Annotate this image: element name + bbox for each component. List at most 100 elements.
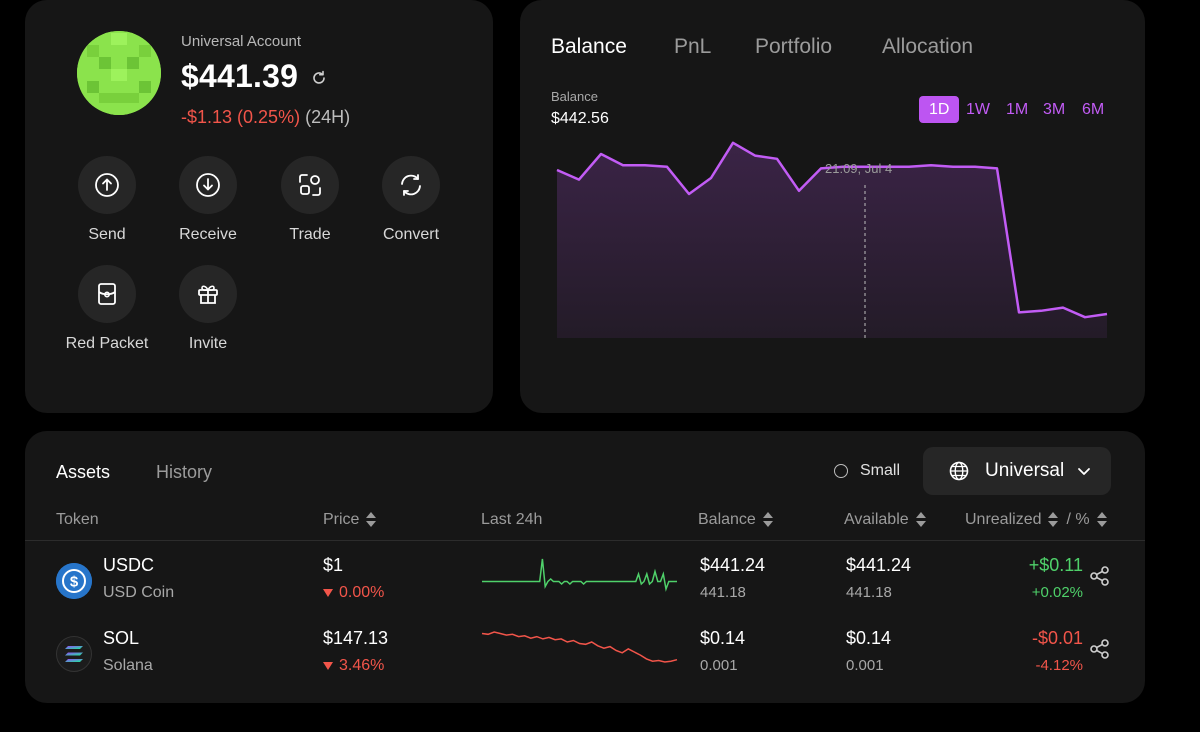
sparkline-chart xyxy=(481,631,678,663)
trade-label: Trade xyxy=(289,226,331,243)
convert-circle[interactable] xyxy=(382,156,440,214)
chart-balance-label: Balance xyxy=(551,89,598,104)
token-unrealized-pct: -4.12% xyxy=(1035,657,1083,674)
range-6m-button[interactable]: 6M xyxy=(1082,101,1105,118)
small-label: Small xyxy=(860,462,901,479)
range-1w-button[interactable]: 1W xyxy=(966,101,990,118)
tab-allocation[interactable]: Allocation xyxy=(882,35,974,58)
trade-button[interactable]: Trade xyxy=(260,156,360,244)
share-icon[interactable] xyxy=(1089,565,1111,587)
col-header-unrealized[interactable]: Unrealized / % xyxy=(965,511,1107,529)
small-radio-icon[interactable] xyxy=(834,464,848,478)
account-change-value: -$1.13 (0.25%) xyxy=(181,107,301,127)
range-3m-button[interactable]: 3M xyxy=(1043,101,1066,118)
token-price-change: 0.00% xyxy=(323,584,384,602)
usdc-logo-icon: $ xyxy=(56,563,92,599)
account-card: Universal Account $441.39 -$1.13 (0.25%)… xyxy=(25,0,493,413)
chart-balance-value: $442.56 xyxy=(551,110,609,127)
sparkline-path xyxy=(482,558,677,592)
invite-circle[interactable] xyxy=(179,265,237,323)
token-available: $0.14 xyxy=(846,628,892,648)
balance-area-chart[interactable] xyxy=(520,0,1145,413)
token-price: $1 xyxy=(323,555,344,575)
balance-chart-card: Balance PnL Portfolio Allocation Balance… xyxy=(520,0,1145,413)
trade-circle[interactable] xyxy=(281,156,339,214)
convert-label: Convert xyxy=(382,226,440,243)
invite-button[interactable]: Invite xyxy=(158,265,258,353)
col-header-balance[interactable]: Balance xyxy=(698,511,773,529)
send-label: Send xyxy=(88,226,126,243)
tab-balance[interactable]: Balance xyxy=(551,35,627,58)
col-last24h-label: Last 24h xyxy=(481,511,543,528)
token-unrealized: -$0.01 xyxy=(1031,628,1083,648)
col-header-available[interactable]: Available xyxy=(844,511,926,529)
red-packet-button[interactable]: Red Packet xyxy=(57,265,157,353)
red-packet-icon xyxy=(98,283,116,305)
account-selector-dropdown[interactable]: Universal xyxy=(923,447,1111,495)
range-1d-button[interactable]: 1D xyxy=(919,96,960,123)
token-available-amount: 441.18 xyxy=(846,584,892,601)
avatar xyxy=(77,31,161,115)
universal-label: Universal xyxy=(985,460,1065,481)
chevron-down-icon xyxy=(1078,468,1091,475)
svg-text:$: $ xyxy=(70,574,79,591)
receive-button[interactable]: Receive xyxy=(158,156,258,244)
trade-icon xyxy=(299,174,321,196)
account-label: Universal Account xyxy=(181,33,302,50)
receive-label: Receive xyxy=(179,226,237,243)
token-balance-amount: 441.18 xyxy=(700,584,746,601)
account-total-balance: $441.39 xyxy=(181,58,299,94)
token-available: $441.24 xyxy=(846,555,912,575)
token-symbol: SOL xyxy=(103,628,140,648)
globe-icon xyxy=(949,461,969,481)
col-balance-label: Balance xyxy=(698,511,756,528)
token-balance: $0.14 xyxy=(700,628,746,648)
price-change-value: 3.46% xyxy=(339,657,385,674)
sparkline-chart xyxy=(482,558,677,592)
assets-card: Assets History Small Universal Token Pri… xyxy=(25,431,1145,703)
table-row[interactable]: SOL Solana $147.13 3.46% $0.14 0.001 $0.… xyxy=(25,626,1145,696)
sort-icon[interactable] xyxy=(762,512,773,528)
tab-portfolio[interactable]: Portfolio xyxy=(755,35,833,58)
invite-label: Invite xyxy=(188,335,228,352)
token-unrealized-pct: +0.02% xyxy=(1031,584,1083,601)
token-available-amount: 0.001 xyxy=(846,657,884,674)
receive-circle[interactable] xyxy=(179,156,237,214)
col-available-label: Available xyxy=(844,511,909,528)
red-packet-label: Red Packet xyxy=(65,335,149,352)
sparkline-path xyxy=(481,631,678,663)
sort-icon[interactable] xyxy=(366,512,377,528)
tab-pnl[interactable]: PnL xyxy=(674,35,712,58)
col-unrealized-suffix: / % xyxy=(1066,511,1090,528)
convert-button[interactable]: Convert xyxy=(361,156,461,244)
send-circle[interactable] xyxy=(78,156,136,214)
token-price-change: 3.46% xyxy=(323,657,384,675)
refresh-icon[interactable] xyxy=(311,70,327,86)
tab-assets[interactable]: Assets xyxy=(56,462,111,482)
red-packet-circle[interactable] xyxy=(78,265,136,323)
upload-icon xyxy=(95,173,119,197)
share-icon[interactable] xyxy=(1089,638,1111,660)
col-price-label: Price xyxy=(323,511,360,528)
down-triangle-icon xyxy=(323,662,333,670)
chart-area-fill xyxy=(557,142,1107,338)
chart-hover-time: 21:09, Jul 4 xyxy=(825,161,893,176)
range-1m-button[interactable]: 1M xyxy=(1006,101,1029,118)
tab-history[interactable]: History xyxy=(156,462,213,482)
col-header-price[interactable]: Price xyxy=(323,511,377,529)
sort-icon[interactable] xyxy=(915,512,926,528)
sort-icon[interactable] xyxy=(1096,512,1107,528)
small-balances-toggle[interactable]: Small xyxy=(834,462,900,480)
usdc-icon: $ xyxy=(56,563,92,599)
token-name: USD Coin xyxy=(103,584,175,601)
chart-series-line xyxy=(556,141,1108,319)
token-unrealized: +$0.11 xyxy=(1028,555,1083,575)
sort-icon[interactable] xyxy=(1048,512,1059,528)
gift-icon xyxy=(198,285,218,304)
send-button[interactable]: Send xyxy=(57,156,157,244)
sol-icon xyxy=(56,636,92,672)
token-balance-amount: 0.001 xyxy=(700,657,738,674)
token-balance: $441.24 xyxy=(700,555,766,575)
table-row[interactable]: $ USDC USD Coin $1 0.00% $441.24 441.18 … xyxy=(25,553,1145,623)
col-unrealized-label: Unrealized xyxy=(965,511,1042,528)
